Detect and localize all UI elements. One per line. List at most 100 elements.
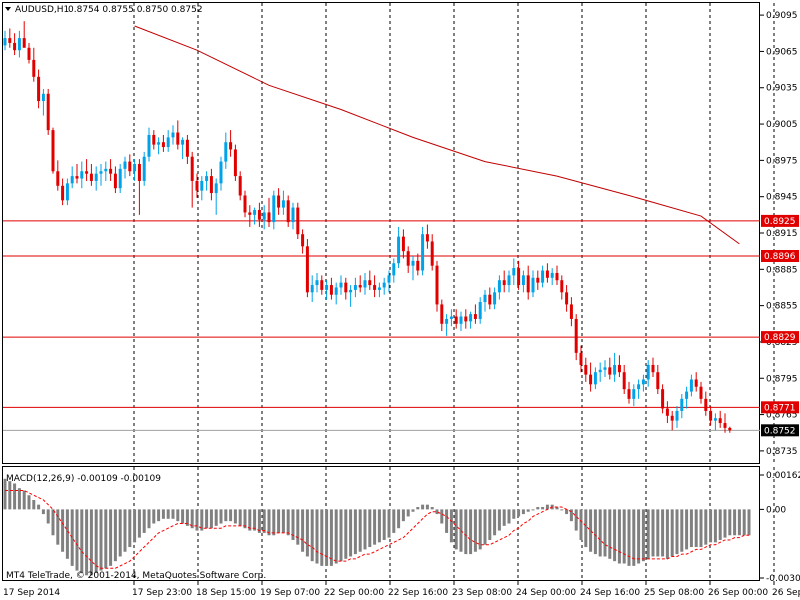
candle-body: [214, 183, 218, 194]
candle-body: [392, 263, 396, 276]
candle-body: [128, 161, 132, 172]
candlestick-series: [3, 21, 732, 433]
macd-histogram-bar: [56, 509, 60, 545]
macd-histogram-bar: [565, 509, 569, 515]
candle-body: [3, 38, 7, 46]
candle-body: [161, 142, 165, 148]
macd-histogram-bar: [656, 509, 660, 557]
time-tick-label: 18 Sep 15:00: [196, 588, 256, 598]
candle-body: [185, 139, 189, 157]
macd-histogram-bar: [685, 509, 689, 550]
price-tick-label: 0.8765: [766, 411, 798, 421]
macd-histogram-bar: [704, 509, 708, 545]
macd-histogram-bar: [281, 509, 285, 533]
macd-histogram-bar: [368, 509, 372, 548]
macd-histogram-bar: [214, 509, 218, 526]
macd-histogram-bar: [253, 509, 257, 531]
macd-histogram-bar: [665, 509, 669, 559]
macd-header-label: MACD(12,26,9) -0.00109 -0.00109: [6, 474, 161, 484]
macd-histogram: [3, 478, 751, 576]
candle-body: [219, 161, 223, 184]
candle-body: [113, 173, 117, 189]
macd-histogram-bar: [445, 509, 449, 533]
macd-histogram-bar: [675, 509, 679, 555]
macd-histogram-bar: [579, 509, 583, 540]
candle-body: [17, 38, 21, 51]
time-tick-label: 26 Sep 00:00: [708, 588, 768, 598]
macd-histogram-bar: [358, 509, 362, 552]
collapse-triangle-icon[interactable]: [5, 7, 11, 11]
macd-histogram-bar: [137, 509, 141, 538]
candle-body: [435, 265, 439, 305]
candle-body: [363, 280, 367, 288]
level-price-tags: 0.8925 0.8896 0.8829 0.8771 0.8752: [761, 214, 799, 437]
macd-histogram-bar: [641, 509, 645, 562]
candle-body: [262, 212, 266, 220]
macd-histogram-bar: [113, 509, 117, 562]
macd-histogram-bar: [3, 478, 7, 510]
candle-body: [493, 292, 497, 305]
candle-body: [190, 156, 194, 181]
candle-body: [512, 268, 516, 276]
macd-histogram-bar: [94, 509, 98, 573]
macd-histogram-bar: [526, 509, 530, 512]
candle-body: [397, 236, 401, 264]
macd-histogram-bar: [497, 509, 501, 531]
macd-histogram-bar: [329, 509, 333, 566]
macd-histogram-bar: [152, 509, 156, 524]
candle-body: [517, 268, 521, 286]
macd-histogram-bar: [157, 509, 161, 522]
candle-body: [80, 171, 84, 179]
macd-histogram-bar: [224, 509, 228, 522]
candle-body: [277, 195, 281, 208]
candle-body: [541, 270, 545, 283]
macd-histogram-bar: [133, 509, 137, 543]
candle-body: [526, 275, 530, 293]
macd-histogram-bar: [651, 509, 655, 557]
candle-body: [118, 168, 122, 189]
level-price-text: 0.8829: [764, 333, 796, 343]
price-tick-label: 0.8885: [766, 265, 798, 275]
macd-tick-label: -0.00305: [766, 574, 800, 584]
macd-histogram-bar: [248, 509, 252, 531]
candle-body: [608, 367, 612, 375]
macd-histogram-bar: [75, 509, 79, 571]
macd-histogram-bar: [401, 509, 405, 522]
macd-histogram-bar: [296, 509, 300, 545]
candle-body: [709, 410, 713, 421]
macd-histogram-bar: [421, 504, 425, 510]
candle-body: [334, 287, 338, 295]
candle-body: [661, 389, 665, 409]
price-tick-label: 0.8945: [766, 193, 798, 203]
candle-body: [368, 280, 372, 286]
macd-histogram-bar: [61, 509, 65, 552]
macd-histogram-bar: [617, 509, 621, 564]
macd-histogram-bar: [128, 509, 132, 548]
candle-body: [449, 316, 453, 319]
candle-body: [425, 234, 429, 242]
candle-body: [257, 210, 261, 220]
candle-body: [320, 280, 324, 290]
candle-body: [133, 164, 137, 172]
macd-histogram-bar: [560, 509, 564, 511]
macd-histogram-bar: [632, 509, 636, 566]
candle-body: [166, 137, 170, 148]
candle-body: [694, 379, 698, 387]
candle-body: [200, 180, 204, 191]
macd-histogram-bar: [70, 509, 74, 566]
macd-histogram-bar: [483, 509, 487, 545]
candle-body: [670, 415, 674, 421]
macd-histogram-bar: [51, 509, 55, 536]
horizontal-levels: [3, 220, 760, 431]
macd-histogram-bar: [195, 509, 199, 531]
candle-body: [329, 285, 333, 295]
candle-body: [507, 275, 511, 286]
macd-histogram-bar: [593, 509, 597, 555]
candle-body: [233, 149, 237, 177]
candle-body: [536, 277, 540, 283]
candle-body: [598, 369, 602, 373]
candle-body: [137, 164, 141, 181]
candle-body: [243, 195, 247, 213]
